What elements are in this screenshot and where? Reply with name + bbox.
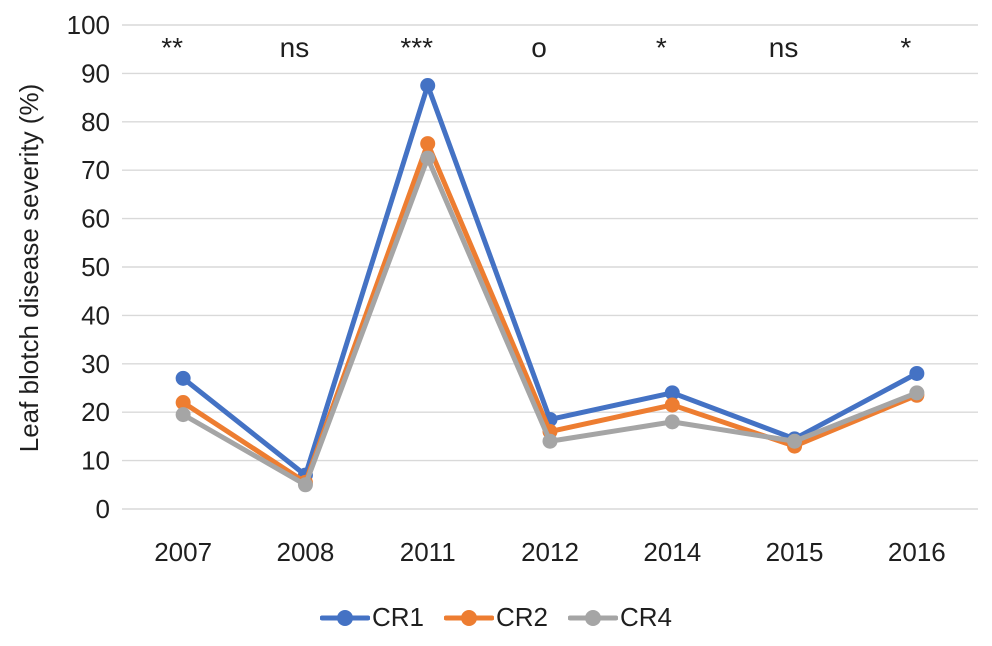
data-point-CR2-2011 <box>420 136 436 152</box>
significance-label: ns <box>769 32 799 63</box>
legend-item-CR1: CR1 <box>319 602 424 633</box>
x-tick-label: 2007 <box>154 537 212 567</box>
significance-label: *** <box>400 32 433 63</box>
legend-dot <box>460 609 477 626</box>
x-tick-label: 2016 <box>888 537 946 567</box>
legend-dot <box>336 609 353 626</box>
x-tick-label: 2012 <box>521 537 579 567</box>
y-tick-label: 70 <box>81 155 110 185</box>
y-tick-label: 100 <box>67 10 110 40</box>
legend-label-CR2: CR2 <box>495 602 548 632</box>
y-tick-label: 10 <box>81 446 110 476</box>
legend-label-CR4: CR4 <box>620 602 673 632</box>
y-tick-label: 30 <box>81 349 110 379</box>
data-point-CR4-2007 <box>175 407 191 423</box>
y-tick-label: 90 <box>81 58 110 88</box>
data-point-CR4-2016 <box>909 385 925 401</box>
data-point-CR4-2012 <box>542 433 558 449</box>
legend-label-CR1: CR1 <box>371 602 424 632</box>
significance-label: ns <box>280 32 310 63</box>
y-tick-label: 20 <box>81 397 110 427</box>
significance-label: * <box>656 32 667 63</box>
legend-item-CR2: CR2 <box>443 602 548 633</box>
y-tick-label: 50 <box>81 252 110 282</box>
data-point-CR4-2011 <box>420 150 436 166</box>
legend-dot <box>585 609 601 626</box>
x-tick-label: 2014 <box>643 537 701 567</box>
data-point-CR1-2007 <box>175 370 191 386</box>
x-tick-label: 2015 <box>766 537 824 567</box>
y-axis-title: Leaf blotch disease severity (%) <box>14 83 44 453</box>
data-point-CR2-2007 <box>175 395 191 411</box>
chart-legend: CR1 CR2 CR4 <box>0 602 992 633</box>
y-tick-label: 0 <box>96 494 110 524</box>
y-tick-label: 80 <box>81 107 110 137</box>
data-point-CR4-2008 <box>297 477 313 493</box>
significance-label: o <box>531 32 547 63</box>
data-point-CR2-2014 <box>664 397 680 413</box>
data-point-CR4-2014 <box>664 414 680 430</box>
data-point-CR1-2011 <box>420 78 436 93</box>
legend-item-CR4: CR4 <box>568 602 672 633</box>
legend-marker-CR2 <box>443 609 494 626</box>
significance-label: ** <box>161 32 183 63</box>
significance-label: * <box>900 32 911 63</box>
y-tick-label: 60 <box>81 204 110 234</box>
legend-marker-CR1 <box>319 609 370 626</box>
y-tick-label: 40 <box>81 300 110 330</box>
data-point-CR1-2014 <box>664 385 680 401</box>
data-point-CR1-2016 <box>909 365 925 381</box>
x-tick-label: 2008 <box>277 537 335 567</box>
legend-marker-CR4 <box>568 609 618 626</box>
data-point-CR4-2015 <box>787 433 803 449</box>
x-tick-label: 2011 <box>400 537 456 567</box>
